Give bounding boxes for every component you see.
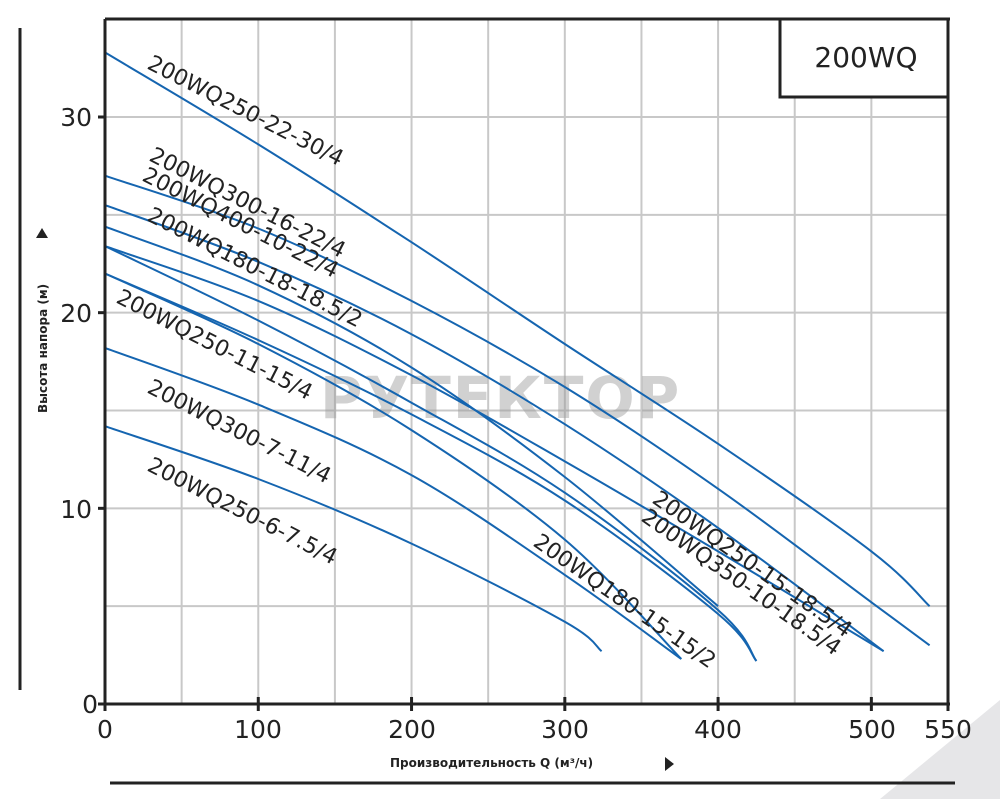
y-tick-label: 10 [60, 495, 92, 524]
curve-label: 200WQ250-15-18.5/4 [648, 486, 857, 643]
y-tick-label: 30 [60, 103, 92, 132]
pump-curve [104, 272, 683, 660]
x-tick-label: 100 [234, 715, 282, 744]
pump-curve [104, 51, 931, 607]
x-tick-label: 0 [97, 715, 113, 744]
x-axis-title: Производительность Q (м³/ч) [390, 756, 593, 770]
axis-ticks [98, 115, 950, 711]
y-tick-label: 20 [60, 299, 92, 328]
watermark: РУТЕКТОР [320, 364, 681, 432]
pump-curve [104, 225, 719, 607]
y-tick-label: 0 [82, 690, 98, 719]
arrow-right-icon [665, 757, 674, 771]
pump-curve [104, 245, 758, 662]
corner-decoration [880, 700, 1000, 799]
pump-curve [104, 346, 682, 660]
model-badge-label: 200WQ [814, 41, 917, 74]
pump-curve [104, 174, 931, 647]
y-axis-title: Высота напора (м) [36, 284, 50, 413]
x-tick-label: 500 [848, 715, 896, 744]
pump-curve [104, 245, 885, 653]
x-tick-label: 400 [694, 715, 742, 744]
x-tick-label: 300 [541, 715, 589, 744]
x-tick-label: 550 [924, 715, 972, 744]
pump-curve [104, 204, 885, 653]
model-badge [778, 17, 950, 99]
pump-curve [104, 425, 603, 652]
x-tick-label: 200 [388, 715, 436, 744]
arrow-up-icon [36, 228, 48, 238]
pump-curve [104, 272, 758, 662]
curves [104, 51, 931, 662]
